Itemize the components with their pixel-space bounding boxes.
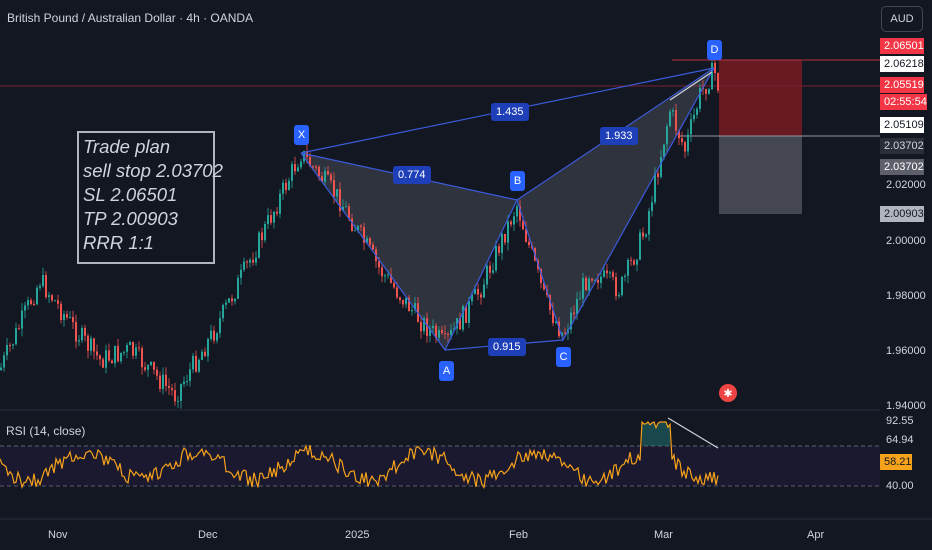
ratio-xd-label[interactable]: 1.435: [491, 103, 529, 121]
rsi-line: [0, 420, 719, 490]
tp-price-label: 2.00903: [880, 206, 924, 222]
pattern-triangle-xab[interactable]: [301, 153, 517, 350]
point-d-label[interactable]: D: [707, 40, 722, 60]
high-price-label: 2.06218: [880, 56, 924, 72]
rsi-axis-tick: 64.94: [886, 434, 914, 446]
time-axis-tick: Apr: [807, 529, 825, 541]
time-axis-tick: Mar: [654, 529, 673, 541]
current-price-label: 2.05519: [880, 77, 924, 93]
price-axis-tick: 1.96000: [886, 345, 926, 357]
ratio-ac-label[interactable]: 0.915: [488, 338, 526, 356]
currency-button[interactable]: AUD: [881, 6, 923, 32]
rsi-axis-tick: 92.55: [886, 415, 914, 427]
point-a-label[interactable]: A: [439, 361, 454, 381]
point-x-label[interactable]: X: [294, 125, 309, 145]
trade-plan-line: Trade plan: [83, 136, 171, 157]
divergence-line-price: [669, 71, 713, 101]
symbol-title[interactable]: British Pound / Australian Dollar · 4h ·…: [7, 11, 254, 25]
time-axis-tick: Dec: [198, 529, 218, 541]
pattern-triangle-bcd[interactable]: [517, 68, 714, 340]
time-axis-tick: Feb: [509, 529, 528, 541]
mid-price-label: 2.05109: [880, 117, 924, 133]
trade-plan-line: TP 2.00903: [83, 208, 178, 229]
stop-loss-zone[interactable]: [719, 60, 802, 136]
time-axis-tick: Nov: [48, 529, 68, 541]
divergence-line-rsi: [667, 417, 719, 449]
entry-price-label-2: 2.03702: [880, 159, 924, 175]
price-axis-tick: 2.02000: [886, 179, 926, 191]
rsi-overbought-fill: [642, 422, 670, 446]
point-c-label[interactable]: C: [556, 347, 571, 367]
sl-price-label: 2.06501: [880, 38, 924, 54]
trade-plan-box[interactable]: Trade plan sell stop 2.03702 SL 2.06501 …: [77, 131, 223, 264]
rsi-axis-tick: 40.00: [886, 480, 914, 492]
take-profit-zone[interactable]: [719, 136, 802, 214]
trade-plan-line: RRR 1:1: [83, 232, 154, 253]
ratio-bd-label[interactable]: 1.933: [600, 127, 638, 145]
trade-plan-line: SL 2.06501: [83, 184, 178, 205]
trade-plan-line: sell stop 2.03702: [83, 160, 223, 181]
point-b-label[interactable]: B: [510, 171, 525, 191]
price-axis-tick: 2.00000: [886, 235, 926, 247]
price-axis-tick: 1.98000: [886, 290, 926, 302]
entry-price-label: 2.03702: [880, 138, 924, 154]
countdown-label: 02:55:54: [880, 94, 927, 110]
time-axis-tick: 2025: [345, 529, 370, 541]
price-axis-tick: 1.94000: [886, 400, 926, 412]
ratio-xb-label[interactable]: 0.774: [393, 166, 431, 184]
rsi-value-label: 58.21: [880, 454, 912, 470]
rsi-indicator-label[interactable]: RSI (14, close): [6, 424, 86, 438]
uk-flag-icon[interactable]: ✱: [719, 384, 737, 402]
